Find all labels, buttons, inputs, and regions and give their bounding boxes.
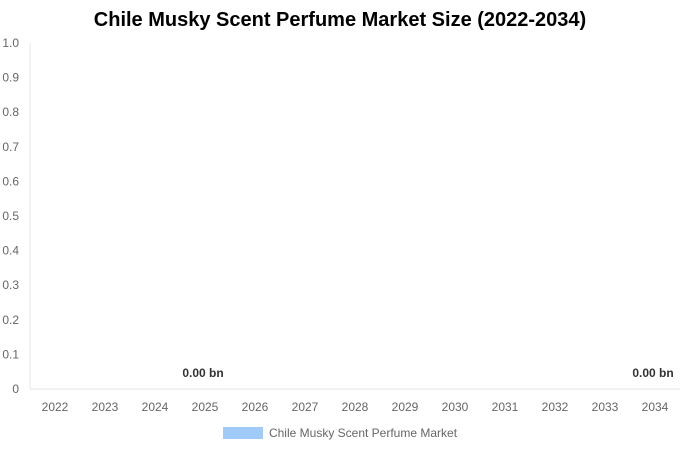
x-tick-label: 2032 — [542, 400, 569, 414]
x-tick-label: 2030 — [442, 400, 469, 414]
chart-title: Chile Musky Scent Perfume Market Size (2… — [93, 9, 587, 31]
x-tick-label: 2027 — [292, 400, 319, 414]
x-tick-label: 2026 — [242, 400, 269, 414]
y-tick-label: 0.9 — [2, 71, 19, 85]
data-label: 0.00 bn — [182, 366, 223, 380]
x-tick-label: 2022 — [42, 400, 69, 414]
legend-swatch — [222, 427, 263, 439]
data-label: 0.00 bn — [632, 366, 673, 380]
y-tick-label: 0 — [12, 382, 19, 396]
y-tick-label: 0.8 — [2, 105, 19, 119]
legend: Chile Musky Scent Perfume Market — [0, 426, 680, 440]
y-tick-label: 0.6 — [2, 174, 19, 188]
x-tick-label: 2023 — [92, 400, 119, 414]
y-tick-label: 0.4 — [2, 244, 19, 258]
y-tick-label: 0.3 — [2, 278, 19, 292]
y-tick-label: 0.7 — [2, 140, 19, 154]
x-tick-label: 2029 — [392, 400, 419, 414]
x-tick-label: 2024 — [142, 400, 169, 414]
y-tick-label: 0.1 — [2, 347, 19, 361]
y-tick-label: 0.2 — [2, 313, 19, 327]
x-tick-label: 2025 — [192, 400, 219, 414]
x-tick-label: 2031 — [492, 400, 519, 414]
y-tick-label: 1.0 — [2, 36, 19, 50]
x-tick-label: 2028 — [342, 400, 369, 414]
y-tick-label: 0.5 — [2, 209, 19, 223]
x-tick-label: 2033 — [592, 400, 619, 414]
x-tick-label: 2034 — [642, 400, 669, 414]
legend-label: Chile Musky Scent Perfume Market — [268, 426, 458, 440]
